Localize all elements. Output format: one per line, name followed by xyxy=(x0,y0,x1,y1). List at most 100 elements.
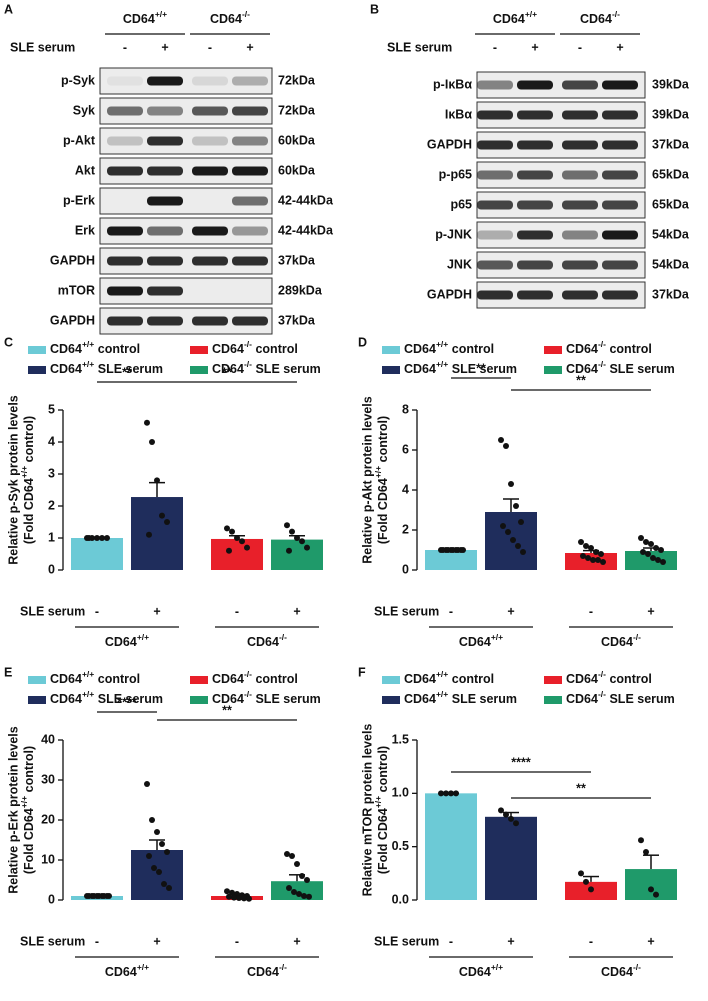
protein-label: Syk xyxy=(73,103,95,117)
panel-label: E xyxy=(4,665,12,679)
data-point xyxy=(508,815,514,822)
data-point xyxy=(588,886,594,893)
data-point xyxy=(284,522,290,529)
data-point xyxy=(156,869,162,875)
legend-label: CD64-/- SLE serum xyxy=(566,359,675,376)
sign: - xyxy=(235,604,239,618)
size-label: 60kDa xyxy=(278,163,316,177)
band xyxy=(107,136,143,146)
data-point xyxy=(161,881,167,887)
y-tick-label: 3 xyxy=(48,466,55,480)
legend-label: CD64+/+ SLE serum xyxy=(404,359,517,376)
y-tick-label: 6 xyxy=(402,442,409,456)
y-tick-label: 2 xyxy=(402,522,409,536)
sign: + xyxy=(153,604,160,618)
bar xyxy=(425,793,477,900)
band xyxy=(477,260,513,270)
data-point xyxy=(304,877,310,883)
legend-label: CD64+/+ control xyxy=(404,669,494,686)
sign: - xyxy=(95,934,99,948)
data-point xyxy=(151,865,157,871)
sign: + xyxy=(531,40,538,54)
sign: - xyxy=(449,934,453,948)
bar xyxy=(211,538,263,570)
band xyxy=(477,110,513,120)
y-tick-label: 40 xyxy=(41,732,55,746)
legend-label: CD64+/+ SLE serum xyxy=(404,689,517,706)
data-point xyxy=(291,889,297,895)
band xyxy=(562,140,598,150)
band xyxy=(192,106,228,116)
data-point xyxy=(106,893,112,899)
protein-label: Erk xyxy=(75,223,95,237)
legend-swatch xyxy=(28,696,46,704)
treatment-label: SLE serum xyxy=(20,604,85,618)
data-point xyxy=(520,549,526,555)
data-point xyxy=(440,547,446,553)
legend-label: CD64-/- control xyxy=(566,669,652,686)
protein-label: mTOR xyxy=(58,283,95,297)
y-tick-label: 0 xyxy=(402,562,409,576)
protein-label: p65 xyxy=(450,197,472,211)
bar xyxy=(271,881,323,900)
data-point xyxy=(226,893,232,900)
band xyxy=(107,166,143,176)
size-label: 37kDa xyxy=(278,253,316,267)
sign: - xyxy=(235,934,239,948)
sign: + xyxy=(507,604,514,618)
sign: + xyxy=(616,40,623,54)
significance-label: ** xyxy=(476,361,486,375)
band xyxy=(562,290,598,300)
data-point xyxy=(650,555,656,561)
band xyxy=(147,76,183,86)
size-label: 60kDa xyxy=(278,133,316,147)
data-point xyxy=(593,549,599,555)
group-label: CD64-/- xyxy=(601,632,641,649)
data-point xyxy=(96,893,102,899)
data-point xyxy=(94,535,100,541)
band xyxy=(562,170,598,180)
data-point xyxy=(518,519,524,525)
data-point xyxy=(164,849,170,855)
data-point xyxy=(154,477,160,484)
y-axis-label: Relative mTOR protein levels xyxy=(360,724,374,897)
y-tick-label: 4 xyxy=(48,434,55,448)
data-point xyxy=(648,886,654,893)
legend-label: CD64+/+ control xyxy=(50,669,140,686)
bar xyxy=(625,869,677,900)
data-point xyxy=(600,559,606,565)
legend-swatch xyxy=(28,346,46,354)
data-point xyxy=(144,419,150,426)
band xyxy=(232,226,268,236)
data-point xyxy=(146,531,152,538)
sign: - xyxy=(95,604,99,618)
y-tick-label: 8 xyxy=(402,402,409,416)
sign: + xyxy=(246,40,253,54)
data-point xyxy=(503,443,509,449)
data-point xyxy=(299,873,305,879)
protein-label: GAPDH xyxy=(427,137,472,151)
data-point xyxy=(224,525,230,532)
y-axis-label: Relative p-Akt protein levels xyxy=(360,396,374,563)
data-point xyxy=(236,895,242,901)
data-point xyxy=(149,817,155,823)
size-label: 37kDa xyxy=(652,287,690,301)
data-point xyxy=(226,547,232,554)
data-point xyxy=(578,539,584,545)
data-point xyxy=(146,853,152,859)
band xyxy=(232,166,268,176)
data-point xyxy=(166,885,172,891)
band xyxy=(517,140,553,150)
band xyxy=(477,170,513,180)
protein-label: p-Syk xyxy=(61,73,95,87)
legend-label: CD64+/+ control xyxy=(404,339,494,356)
sign: - xyxy=(578,40,582,54)
data-point xyxy=(294,861,300,867)
data-point xyxy=(99,535,105,541)
band xyxy=(517,170,553,180)
band xyxy=(517,290,553,300)
band xyxy=(232,76,268,86)
data-point xyxy=(453,790,459,797)
y-axis-label: (Fold CD64+/+ control) xyxy=(19,746,36,874)
data-point xyxy=(284,851,290,857)
